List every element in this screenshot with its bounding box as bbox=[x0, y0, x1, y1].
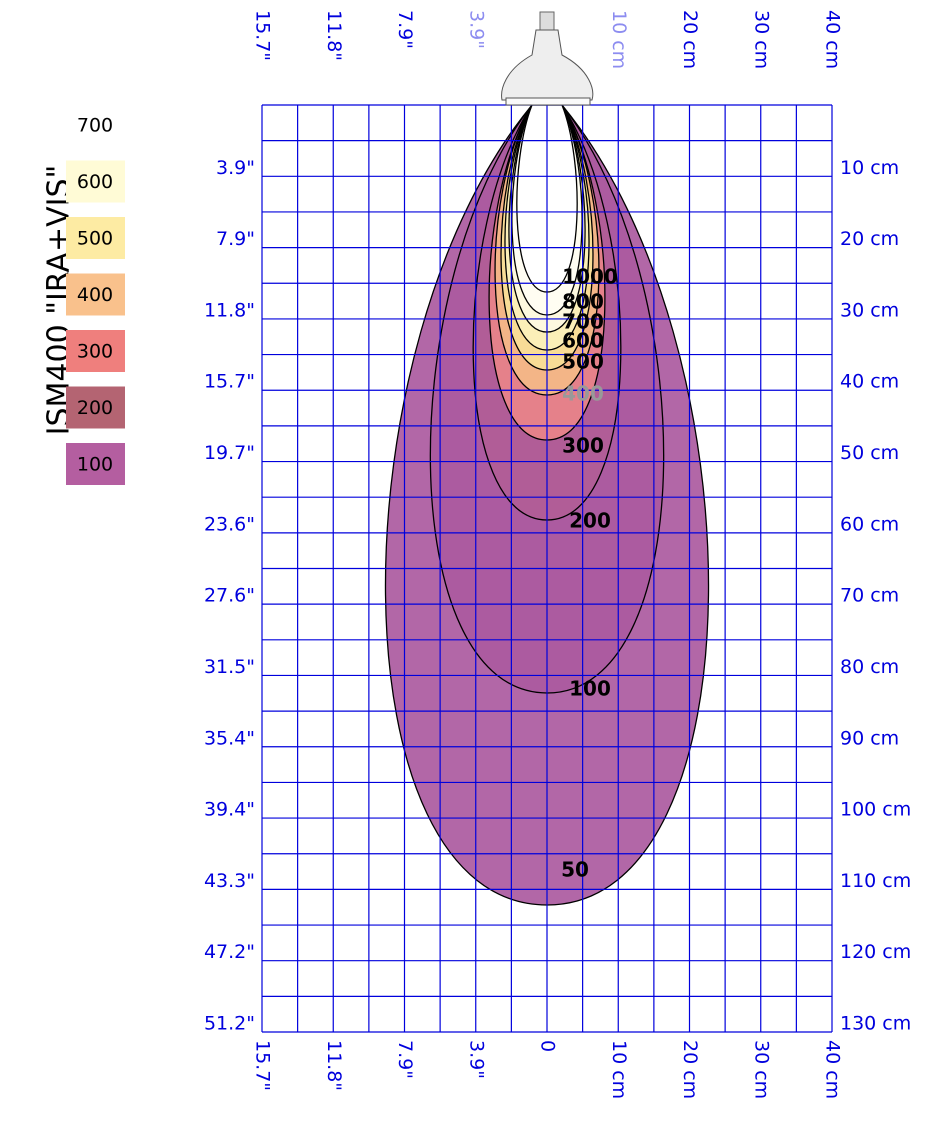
y-tick-label: 3.9" bbox=[216, 157, 255, 179]
legend-label: 700 bbox=[77, 115, 113, 137]
contour-label: 700 bbox=[562, 310, 604, 334]
x-tick-label: 0 bbox=[537, 1040, 559, 1052]
contour-label: 800 bbox=[562, 290, 604, 314]
y-tick-label: 23.6" bbox=[204, 513, 255, 535]
y-tick-label: 7.9" bbox=[216, 228, 255, 250]
x-tick-label: 7.9" bbox=[394, 1040, 416, 1079]
y-tick-label: 19.7" bbox=[204, 442, 255, 464]
contour-label: 100 bbox=[569, 677, 611, 701]
contour-label: 1000 bbox=[562, 265, 618, 289]
y-tick-label: 39.4" bbox=[204, 799, 255, 821]
legend-swatch bbox=[66, 273, 125, 316]
x-tick-label: 11.8" bbox=[323, 1040, 345, 1091]
y-tick-label: 15.7" bbox=[204, 371, 255, 393]
x-tick-label: 40 cm bbox=[822, 10, 844, 69]
y-tick-label: 40 cm bbox=[840, 371, 899, 393]
contour-label: 600 bbox=[562, 329, 604, 353]
y-tick-label: 30 cm bbox=[840, 299, 899, 321]
y-tick-label: 100 cm bbox=[840, 799, 911, 821]
y-tick-label: 90 cm bbox=[840, 727, 899, 749]
x-tick-label: 7.9" bbox=[394, 10, 416, 49]
x-tick-label: 20 cm bbox=[679, 10, 701, 69]
y-tick-label: 80 cm bbox=[840, 656, 899, 678]
y-tick-label: 43.3" bbox=[204, 870, 255, 892]
y-tick-label: 51.2" bbox=[204, 1013, 255, 1035]
y-tick-label: 11.8" bbox=[204, 299, 255, 321]
contour-label: 50 bbox=[561, 858, 589, 882]
legend-label: 600 bbox=[77, 171, 113, 193]
legend-swatch bbox=[66, 217, 125, 259]
legend-swatch bbox=[66, 330, 125, 372]
x-tick-label: 3.9" bbox=[465, 1040, 487, 1079]
contour-label: 300 bbox=[562, 434, 604, 458]
y-tick-label: 35.4" bbox=[204, 727, 255, 749]
y-tick-label: 130 cm bbox=[840, 1013, 911, 1035]
legend-label: 200 bbox=[77, 397, 113, 419]
y-tick-label: 27.6" bbox=[204, 585, 255, 607]
legend-swatch bbox=[66, 386, 125, 429]
y-tick-label: 47.2" bbox=[204, 941, 255, 963]
y-tick-label: 31.5" bbox=[204, 656, 255, 678]
legend-label: 300 bbox=[77, 341, 113, 363]
legend-label: 100 bbox=[77, 454, 113, 476]
y-tick-label: 60 cm bbox=[840, 513, 899, 535]
x-tick-label: 30 cm bbox=[750, 1040, 772, 1099]
y-tick-label: 110 cm bbox=[840, 870, 911, 892]
x-tick-label: 11.8" bbox=[323, 10, 345, 61]
x-tick-label: 15.7" bbox=[252, 10, 274, 61]
contour-label: 200 bbox=[569, 509, 611, 533]
legend-label: 400 bbox=[77, 284, 113, 306]
y-tick-label: 10 cm bbox=[840, 157, 899, 179]
x-tick-label: 15.7" bbox=[252, 1040, 274, 1091]
contour-label: 400 bbox=[562, 382, 604, 406]
legend-swatch bbox=[66, 160, 125, 203]
legend-label: 500 bbox=[77, 228, 113, 250]
x-tick-label: 20 cm bbox=[679, 1040, 701, 1099]
lamp bbox=[501, 11, 594, 106]
y-tick-label: 50 cm bbox=[840, 442, 899, 464]
x-tick-label: 3.9" bbox=[465, 10, 487, 49]
x-tick-label: 10 cm bbox=[608, 10, 630, 69]
x-tick-label: 40 cm bbox=[822, 1040, 844, 1099]
y-tick-label: 120 cm bbox=[840, 941, 911, 963]
y-tick-label: 70 cm bbox=[840, 585, 899, 607]
contour-label: 500 bbox=[562, 350, 604, 374]
x-tick-label: 10 cm bbox=[608, 1040, 630, 1099]
legend-swatch bbox=[66, 443, 125, 485]
x-tick-label: 30 cm bbox=[750, 10, 772, 69]
grid bbox=[261, 104, 833, 1033]
y-tick-label: 20 cm bbox=[840, 228, 899, 250]
